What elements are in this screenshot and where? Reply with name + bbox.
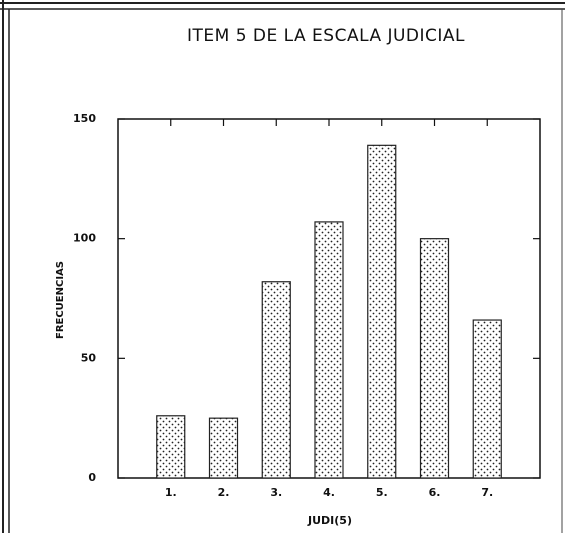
x-tick-label: 2.	[218, 486, 230, 499]
y-tick-label: 0	[88, 471, 96, 484]
chart-title: ITEM 5 DE LA ESCALA JUDICIAL	[187, 26, 465, 46]
bar	[472, 319, 502, 479]
bar	[156, 415, 186, 479]
x-tick-label: 5.	[376, 486, 388, 499]
x-tick-label: 1.	[165, 486, 177, 499]
y-axis-label: FRECUENCIAS	[55, 261, 66, 339]
x-tick-label: 4.	[323, 486, 335, 499]
y-tick-label: 50	[81, 351, 97, 364]
bar	[208, 417, 239, 479]
y-tick-label: 150	[73, 112, 96, 125]
x-tick-label: 7.	[481, 486, 493, 499]
bar	[261, 281, 291, 479]
y-tick-label: 100	[73, 232, 96, 245]
bar	[314, 221, 344, 479]
x-tick-label: 3.	[270, 486, 282, 499]
x-tick-label: 6.	[429, 486, 441, 499]
x-axis-label: JUDI(5)	[307, 514, 352, 527]
bar	[419, 238, 450, 479]
bar	[367, 144, 397, 479]
